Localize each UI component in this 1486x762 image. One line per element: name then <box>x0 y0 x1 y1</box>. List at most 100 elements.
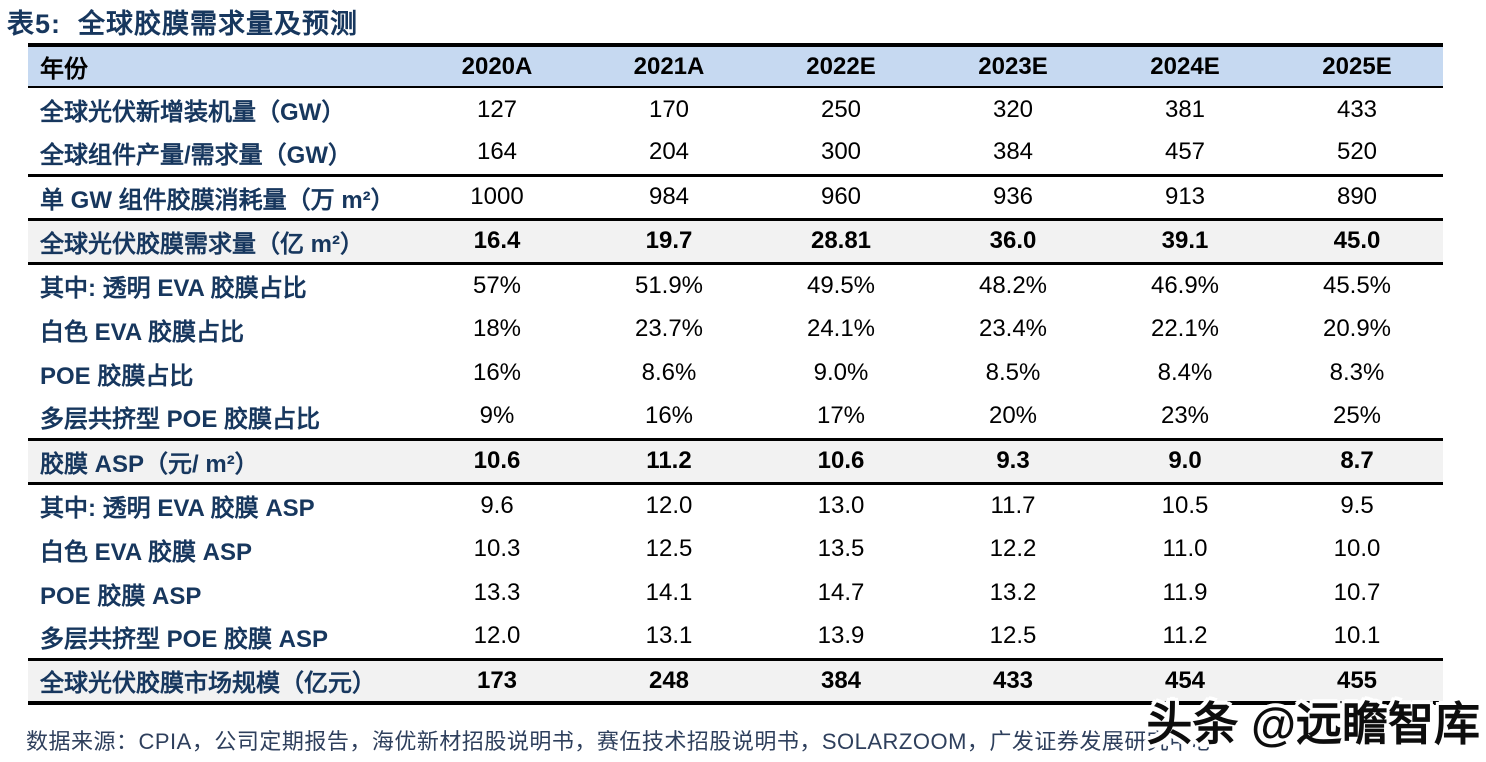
cell-value: 16% <box>644 402 694 430</box>
cell-value: 45.5% <box>1322 271 1392 299</box>
demand-forecast-table: 年份 2020A 2021A 2022E 2023E 2024E 2025E 全球光伏新增装… <box>28 43 1443 705</box>
cell-value: 10.3 <box>473 535 521 562</box>
cell-value: 10.7 <box>1333 579 1381 606</box>
cell-value: 8.4% <box>1157 359 1213 386</box>
cell-value: 12.0 <box>473 622 521 650</box>
table-row: 白色 EVA 胶膜占比 18% 23.7% 24.1% 23.4% 22.1% 20.9% <box>28 307 1443 351</box>
cell-value: 173 <box>476 666 518 694</box>
row-label: 多层共挤型 POE 胶膜 ASP <box>40 625 329 653</box>
cell-value: 39.1 <box>1161 227 1209 254</box>
table-row: 全球组件产量/需求量（GW） 164 204 300 384 457 520 <box>28 131 1443 175</box>
cell-value: 11.2 <box>1162 622 1208 650</box>
cell-value: 8.5% <box>985 359 1041 386</box>
row-label: 单 GW 组件胶膜消耗量（万 m²） <box>40 186 395 214</box>
cell-value: 10.6 <box>473 447 521 474</box>
cell-value: 9% <box>479 402 515 430</box>
cell-value: 11.9 <box>1162 579 1208 606</box>
table-row: 其中: 透明 EVA 胶膜占比 57% 51.9% 49.5% 48.2% 46.9% 45… <box>28 263 1443 307</box>
cell-value: 20% <box>988 402 1038 430</box>
cell-value: 14.7 <box>817 579 865 606</box>
cell-value: 9.3 <box>996 447 1030 474</box>
row-label: POE 胶膜 ASP <box>40 582 202 610</box>
cell-value: 1000 <box>470 183 524 210</box>
cell-value: 57% <box>472 271 522 299</box>
cell-value: 936 <box>992 183 1034 210</box>
cell-value: 19.7 <box>645 227 693 254</box>
row-label: 全球光伏胶膜需求量（亿 m²） <box>40 230 364 258</box>
row-label: 多层共挤型 POE 胶膜占比 <box>40 405 321 433</box>
cell-value: 51.9% <box>634 271 704 299</box>
cell-value: 25% <box>1332 402 1382 430</box>
cell-value: 9.0 <box>1168 447 1202 474</box>
row-label: 全球光伏胶膜市场规模（亿元） <box>40 670 376 698</box>
cell-value: 23.4% <box>978 315 1048 342</box>
column-header: 2022E <box>806 52 876 80</box>
cell-value: 16.4 <box>473 227 521 254</box>
cell-value: 8.3% <box>1329 359 1385 386</box>
column-header: 2021A <box>633 52 705 80</box>
cell-value: 13.3 <box>473 579 521 606</box>
cell-value: 164 <box>476 138 518 166</box>
table-row: POE 胶膜占比 16% 8.6% 9.0% 8.5% 8.4% 8.3% <box>28 351 1443 395</box>
cell-value: 10.5 <box>1161 491 1209 519</box>
table-row: POE 胶膜 ASP 13.3 14.1 14.7 13.2 11.9 10.7 <box>28 571 1443 615</box>
cell-value: 48.2% <box>978 271 1048 299</box>
cell-value: 454 <box>1164 666 1206 694</box>
column-header: 2025E <box>1322 52 1392 80</box>
cell-value: 520 <box>1336 138 1378 166</box>
table-row: 多层共挤型 POE 胶膜占比 9% 16% 17% 20% 23% 25% <box>28 395 1443 439</box>
cell-value: 457 <box>1164 138 1206 166</box>
cell-value: 13.9 <box>817 622 865 650</box>
cell-value: 12.2 <box>989 535 1037 562</box>
table-title: 表5: 全球胶膜需求量及预测 <box>7 9 359 39</box>
table-row: 全球光伏新增装机量（GW） 127 170 250 320 381 433 <box>28 87 1443 131</box>
cell-value: 984 <box>648 183 690 210</box>
cell-value: 9.5 <box>1340 491 1374 519</box>
row-label: 其中: 透明 EVA 胶膜占比 <box>40 275 307 303</box>
cell-value: 248 <box>648 666 690 694</box>
table-row: 全球光伏胶膜需求量（亿 m²） 16.4 19.7 28.81 36.0 39.1 45.0 <box>28 219 1443 263</box>
cell-value: 10.6 <box>817 447 865 474</box>
cell-value: 384 <box>820 666 862 694</box>
cell-value: 10.1 <box>1333 622 1381 650</box>
watermark-toutiao-yuanzhan: 头条 @远瞻智库 <box>1146 698 1480 750</box>
cell-value: 12.5 <box>645 535 693 562</box>
cell-value: 320 <box>992 95 1034 123</box>
cell-value: 16% <box>472 359 522 386</box>
table-row: 全球光伏胶膜市场规模（亿元） 173 248 384 433 454 455 <box>28 659 1443 703</box>
cell-value: 433 <box>992 666 1034 694</box>
cell-value: 384 <box>992 138 1034 166</box>
cell-value: 300 <box>820 138 862 166</box>
cell-value: 23% <box>1160 402 1210 430</box>
cell-value: 17% <box>816 402 866 430</box>
table-header-row: 年份 2020A 2021A 2022E 2023E 2024E 2025E <box>28 45 1443 87</box>
cell-value: 14.1 <box>645 579 693 606</box>
cell-value: 250 <box>820 95 862 123</box>
row-label: 白色 EVA 胶膜 ASP <box>40 538 253 566</box>
cell-value: 13.2 <box>989 579 1037 606</box>
cell-value: 23.7% <box>634 315 704 342</box>
row-label: 胶膜 ASP（元/ m²） <box>40 450 259 478</box>
table-row: 多层共挤型 POE 胶膜 ASP 12.0 13.1 13.9 12.5 11.2 10.1 <box>28 615 1443 659</box>
cell-value: 22.1% <box>1150 315 1220 342</box>
data-source-note: 数据来源：CPIA，公司定期报告，海优新材招股说明书，赛伍技术招股说明书，SOL… <box>26 729 1215 754</box>
table-row: 胶膜 ASP（元/ m²） 10.6 11.2 10.6 9.3 9.0 8.7 <box>28 439 1443 483</box>
cell-value: 18% <box>472 315 522 342</box>
table-body: 全球光伏新增装机量（GW） 127 170 250 320 381 433 全球组件产量/需求… <box>28 87 1443 703</box>
cell-value: 49.5% <box>806 271 876 299</box>
year-column-header: 年份 <box>40 56 88 83</box>
cell-value: 20.9% <box>1322 315 1392 342</box>
cell-value: 12.5 <box>989 622 1037 650</box>
column-header: 2023E <box>978 52 1048 80</box>
cell-value: 381 <box>1164 95 1206 123</box>
row-label: POE 胶膜占比 <box>40 362 194 390</box>
row-label: 其中: 透明 EVA 胶膜 ASP <box>40 495 315 523</box>
cell-value: 890 <box>1336 183 1378 210</box>
column-header: 2020A <box>461 52 533 80</box>
cell-value: 11.0 <box>1162 535 1208 562</box>
table-row: 其中: 透明 EVA 胶膜 ASP 9.6 12.0 13.0 11.7 10.5 9.5 <box>28 483 1443 527</box>
row-label: 全球组件产量/需求量（GW） <box>40 141 352 169</box>
cell-value: 913 <box>1164 183 1206 210</box>
cell-value: 960 <box>820 183 862 210</box>
